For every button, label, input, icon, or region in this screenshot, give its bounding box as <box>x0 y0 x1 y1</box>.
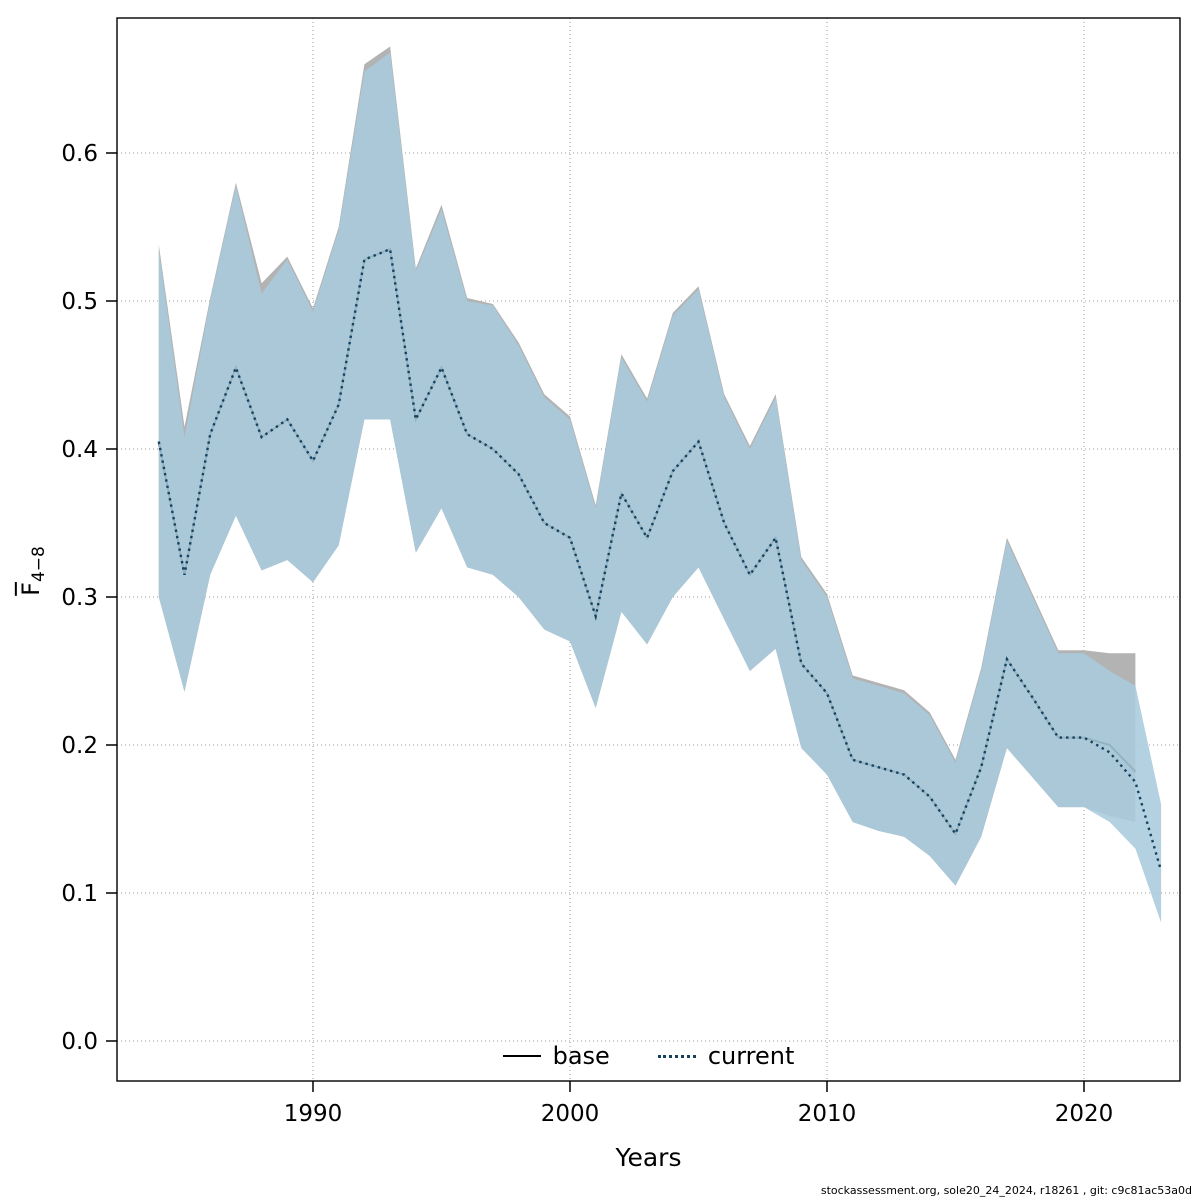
base-line-swatch <box>502 1055 541 1057</box>
y-axis-label-symbol: F <box>16 582 45 596</box>
svg-text:2010: 2010 <box>798 1101 857 1127</box>
svg-text:0.1: 0.1 <box>61 881 98 907</box>
attribution-text: stockassessment.org, sole20_24_2024, r18… <box>820 1184 1192 1197</box>
legend-item-current: current <box>657 1042 795 1070</box>
legend-item-base: base <box>502 1042 610 1070</box>
svg-text:2000: 2000 <box>541 1101 600 1127</box>
svg-text:2020: 2020 <box>1055 1101 1114 1127</box>
svg-text:0.4: 0.4 <box>61 437 98 463</box>
svg-text:0.3: 0.3 <box>61 585 98 611</box>
legend-label-base: base <box>552 1042 610 1070</box>
y-axis-label-subscript: 4−8 <box>28 546 49 583</box>
legend: base current <box>117 1042 1180 1070</box>
svg-text:0.6: 0.6 <box>61 141 98 167</box>
svg-text:0.0: 0.0 <box>61 1029 98 1055</box>
legend-label-current: current <box>707 1042 795 1070</box>
y-axis-label: F4−8 <box>17 546 49 596</box>
svg-text:1990: 1990 <box>284 1101 343 1127</box>
x-axis-label: Years <box>615 1143 682 1172</box>
svg-text:0.5: 0.5 <box>61 289 98 315</box>
svg-text:0.2: 0.2 <box>61 733 98 759</box>
current-line-swatch <box>657 1054 696 1058</box>
